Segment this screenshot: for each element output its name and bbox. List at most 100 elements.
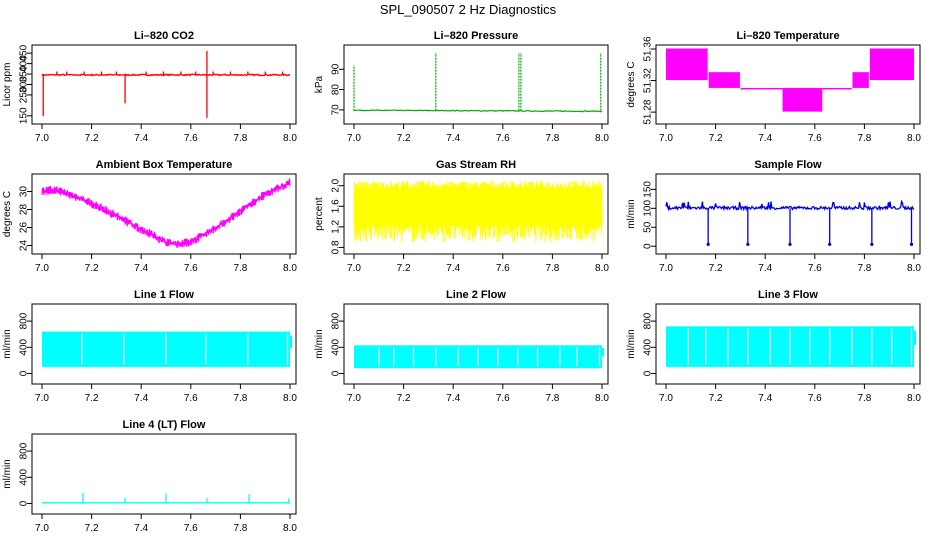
x-tick-label: 7.8 — [233, 393, 247, 404]
x-tick-label: 7.6 — [808, 133, 822, 144]
sample-dip-point — [746, 242, 750, 246]
x-tick-label: 7.2 — [709, 263, 723, 274]
x-tick-label: 7.2 — [709, 393, 723, 404]
x-tick-label: 7.0 — [659, 133, 673, 144]
temperature-band — [740, 87, 783, 90]
y-axis-label: ml/min — [626, 329, 637, 358]
x-tick-label: 7.0 — [347, 133, 361, 144]
chart-title: Li–820 CO2 — [134, 30, 194, 42]
y-tick-label: 50 — [643, 221, 654, 233]
y-tick-label: 400 — [19, 338, 30, 355]
chart-title: Line 1 Flow — [134, 289, 194, 301]
panel-sample: Sample Flow ml/min 7.0 7.2 7.4 7.6 7.8 8.0 0 50 10… — [626, 159, 921, 274]
x-tick-label: 7.4 — [758, 263, 772, 274]
y-tick-label: 400 — [19, 468, 30, 485]
x-tick-label: 7.8 — [233, 263, 247, 274]
x-tick-label: 7.2 — [709, 133, 723, 144]
x-tick-label: 7.4 — [758, 393, 772, 404]
panel-pressure: Li–820 Pressure kPa 7.0 7.2 7.4 7.6 7.8 8.0 70 80… — [314, 30, 609, 144]
x-tick-label: 7.2 — [85, 393, 99, 404]
chart-title: Gas Stream RH — [436, 159, 516, 171]
x-tick-label: 7.6 — [808, 393, 822, 404]
x-tick-label: 7.0 — [659, 393, 673, 404]
y-axis-label: degrees C — [626, 61, 637, 107]
plot-frame — [655, 173, 921, 255]
y-tick-label: 1.6 — [331, 199, 342, 213]
x-tick-label: 7.0 — [35, 133, 49, 144]
x-tick-label: 7.4 — [134, 263, 148, 274]
y-tick-label: 0 — [331, 370, 342, 376]
y-tick-label: 0 — [643, 243, 654, 249]
x-tick-label: 7.0 — [35, 523, 49, 534]
y-tick-label: 51.32 — [643, 68, 654, 93]
sample-dip-point — [828, 242, 832, 246]
panel-line2: Line 2 Flow ml/min 7.0 7.2 7.4 7.6 7.8 8.0 0 400 8… — [314, 289, 609, 404]
temperature-band — [708, 72, 741, 88]
x-tick-label: 8.0 — [595, 263, 609, 274]
x-tick-label: 7.8 — [857, 133, 871, 144]
x-tick-label: 7.2 — [397, 133, 411, 144]
y-axis-label: degrees C — [2, 191, 13, 237]
y-tick-label: 0.8 — [331, 240, 342, 254]
y-tick-label: 250 — [19, 86, 30, 103]
y-axis-label: Licor ppm — [2, 63, 13, 107]
chart-title: Li–820 Temperature — [736, 30, 839, 42]
x-tick-label: 8.0 — [907, 133, 921, 144]
pressure-series-line — [353, 109, 603, 113]
plot-frame — [31, 44, 297, 125]
temperature-band — [869, 48, 914, 81]
y-tick-label: 800 — [19, 312, 30, 329]
sample-dip-point — [870, 242, 874, 246]
x-tick-label: 7.4 — [134, 523, 148, 534]
y-tick-label: 70 — [331, 104, 342, 116]
x-tick-label: 7.4 — [134, 393, 148, 404]
plot-frame — [655, 44, 921, 125]
x-tick-label: 7.6 — [184, 133, 198, 144]
x-tick-label: 8.0 — [595, 133, 609, 144]
y-axis-label: percent — [314, 197, 325, 231]
panel-line4: Line 4 (LT) Flow ml/min 7.0 7.2 7.4 7.6 7.8 8.0… — [2, 419, 297, 534]
panel-temperature: Li–820 Temperature degrees C 7.0 7.2 7.4 7.6 7… — [626, 30, 921, 144]
y-axis-label: ml/min — [626, 199, 637, 228]
chart-title: Sample Flow — [754, 159, 822, 171]
x-tick-label: 7.0 — [347, 263, 361, 274]
y-axis-label: ml/min — [2, 459, 13, 488]
y-tick-label: 2.0 — [331, 178, 342, 192]
x-tick-label: 8.0 — [595, 393, 609, 404]
plot-frame — [343, 303, 609, 385]
x-tick-label: 7.8 — [545, 393, 559, 404]
temperature-band — [782, 87, 823, 112]
x-tick-label: 8.0 — [283, 263, 297, 274]
plot-frame — [31, 433, 297, 515]
x-tick-label: 7.2 — [85, 523, 99, 534]
x-tick-label: 7.2 — [397, 263, 411, 274]
x-tick-label: 7.6 — [496, 133, 510, 144]
y-tick-label: 28 — [19, 204, 30, 216]
y-tick-label: 0 — [19, 500, 30, 506]
ambient-series-line — [41, 178, 291, 248]
y-tick-label: 800 — [643, 312, 654, 329]
y-tick-label: 300 — [19, 76, 30, 93]
y-tick-label: 100 — [643, 200, 654, 217]
plot-frame — [31, 303, 297, 385]
plot-frame — [31, 173, 297, 255]
x-tick-label: 7.8 — [857, 393, 871, 404]
x-tick-label: 7.8 — [233, 523, 247, 534]
page-title: SPL_090507 2 Hz Diagnostics — [379, 2, 557, 17]
y-tick-label: 400 — [19, 55, 30, 72]
chart-title: Ambient Box Temperature — [96, 159, 233, 171]
x-tick-label: 7.8 — [545, 133, 559, 144]
x-tick-label: 7.6 — [496, 263, 510, 274]
co2-series-line — [41, 73, 291, 77]
x-tick-label: 7.4 — [134, 133, 148, 144]
chart-title: Line 2 Flow — [446, 289, 506, 301]
panel-ambient: Ambient Box Temperature degrees C 7.0 7.2 7.… — [2, 159, 297, 274]
chart-title: Line 3 Flow — [758, 289, 818, 301]
y-tick-label: 0 — [19, 370, 30, 376]
sample-series-line — [665, 199, 915, 212]
y-tick-label: 0 — [643, 370, 654, 376]
temperature-band — [822, 87, 852, 90]
sample-dip-point — [788, 242, 792, 246]
y-tick-label: 150 — [19, 107, 30, 124]
